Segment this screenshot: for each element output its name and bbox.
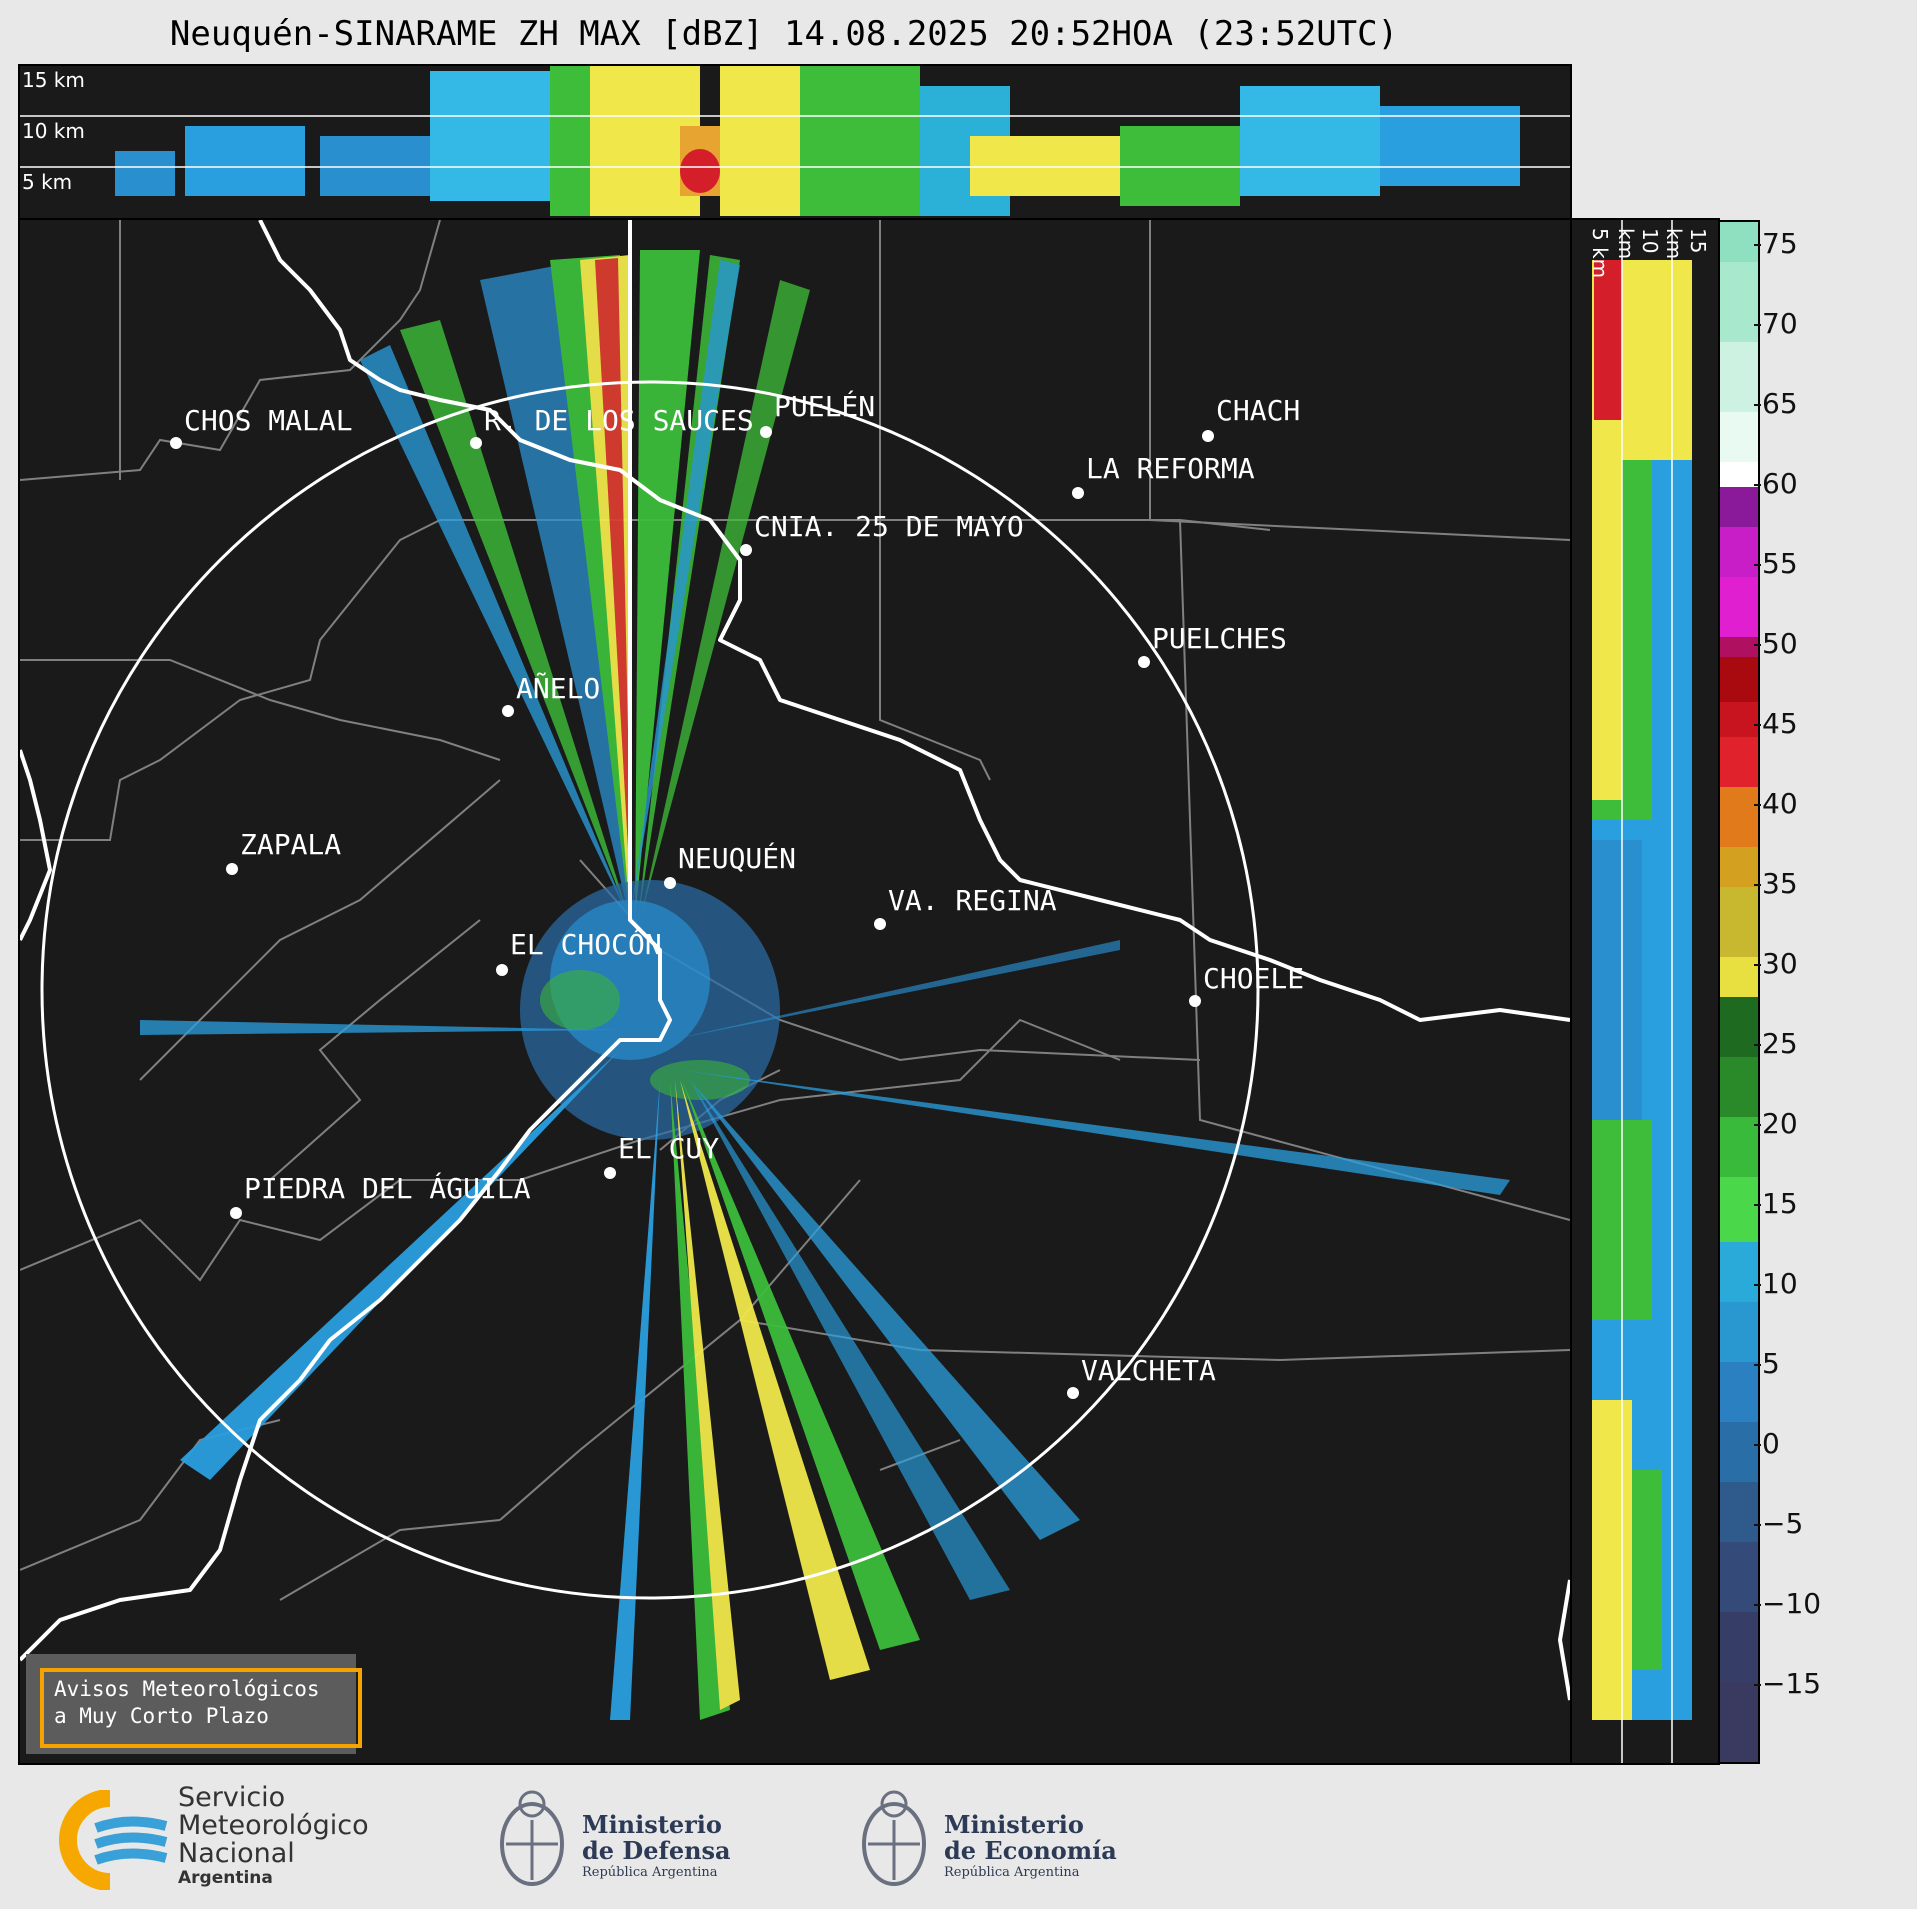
colorbar-tick-70: 70: [1754, 307, 1798, 340]
colorbar-tick-minus10: −10: [1753, 1587, 1822, 1620]
rivers-and-boundaries: [20, 220, 1570, 1701]
city-markers: [170, 426, 1214, 1399]
colorbar-tick-0: 0: [1754, 1427, 1780, 1460]
colorbar-tick-10: 10: [1754, 1267, 1798, 1300]
city-marker-la-reforma: [1072, 487, 1084, 499]
colorbar-tick-20: 20: [1754, 1107, 1798, 1140]
city-label: CHOELE: [1203, 962, 1304, 995]
smn-line-1: Servicio: [178, 1782, 286, 1813]
colorbar: [1718, 220, 1760, 1764]
top-height-profile-panel: 15 km 10 km 5 km: [18, 64, 1572, 220]
city-label: PUELCHES: [1152, 622, 1287, 655]
range-ring: [40, 380, 1260, 1600]
side-profile-echoes: [1592, 260, 1692, 1720]
colorbar-tick-minus15: −15: [1753, 1667, 1822, 1700]
economia-logo-text: Ministerio de Economía República Argenti…: [944, 1812, 1117, 1882]
city-label: AÑELO: [516, 671, 600, 705]
city-marker-r-de-los-sauces: [470, 437, 482, 449]
colorbar-tick-45: 45: [1754, 707, 1798, 740]
radar-map-panel: CHOS MALAL R. DE LOS SAUCES PUELÉN CHACH…: [18, 218, 1572, 1765]
city-marker-valcheta: [1067, 1387, 1079, 1399]
city-marker-el-chocon: [496, 964, 508, 976]
chart-title: Neuquén-SINARAME ZH MAX [dBZ] 14.08.2025…: [169, 14, 1399, 54]
city-label: PUELÉN: [774, 389, 875, 423]
economia-line-2: de Economía: [944, 1836, 1117, 1865]
top-profile-svg: [20, 66, 1570, 216]
city-marker-el-cuy: [604, 1167, 616, 1179]
defensa-line-1: Ministerio: [582, 1810, 722, 1839]
city-labels: CHOS MALAL R. DE LOS SAUCES PUELÉN CHACH…: [184, 389, 1304, 1387]
top-height-label-5km: 5 km: [22, 170, 73, 194]
colorbar-tick-25: 25: [1754, 1027, 1798, 1060]
city-marker-neuquen: [664, 877, 676, 889]
economia-coat-of-arms-icon: [862, 1790, 926, 1886]
city-label: LA REFORMA: [1086, 452, 1255, 485]
city-label: R. DE LOS SAUCES: [484, 404, 754, 437]
side-height-label-15km: 15 km: [1662, 228, 1710, 260]
side-profile-svg: [1592, 220, 1692, 1763]
footer-logos: Servicio Meteorológico Nacional Argentin…: [0, 1768, 1917, 1909]
city-marker-piedra-del-aguila: [230, 1207, 242, 1219]
smn-line-4: Argentina: [178, 1868, 273, 1888]
city-marker-va-regina: [874, 918, 886, 930]
top-profile-echoes: [115, 66, 1520, 216]
warning-box-frame: Avisos Meteorológicos a Muy Corto Plazo: [40, 1668, 362, 1748]
city-marker-chos-malal: [170, 437, 182, 449]
warning-line-2: a Muy Corto Plazo: [54, 1704, 269, 1728]
city-marker-chach: [1202, 430, 1214, 442]
colorbar-tick-minus5: −5: [1753, 1507, 1804, 1540]
smn-logo-icon: [59, 1790, 170, 1890]
smn-line-3: Nacional: [178, 1838, 295, 1869]
defensa-line-2: de Defensa: [582, 1836, 731, 1865]
colorbar-tick-65: 65: [1754, 387, 1798, 420]
city-label: PIEDRA DEL ÁGUILA: [244, 1171, 531, 1205]
top-height-label-15km: 15 km: [22, 68, 85, 92]
city-label: CNIA. 25 DE MAYO: [754, 510, 1024, 543]
city-label: EL CUY: [618, 1132, 719, 1165]
smn-logo-text: Servicio Meteorológico Nacional Argentin…: [178, 1782, 369, 1889]
colorbar-tick-50: 50: [1754, 627, 1798, 660]
colorbar-tick-35: 35: [1754, 867, 1798, 900]
city-marker-cnia-25-de-mayo: [740, 544, 752, 556]
city-label: NEUQUÉN: [678, 841, 796, 875]
defensa-line-3: República Argentina: [582, 1865, 718, 1880]
city-marker-puelches: [1138, 656, 1150, 668]
warning-box: Avisos Meteorológicos a Muy Corto Plazo: [26, 1654, 362, 1754]
city-label: VA. REGINA: [888, 884, 1057, 917]
city-marker-anelo: [502, 705, 514, 717]
colorbar-tick-5: 5: [1754, 1347, 1780, 1380]
city-label: CHOS MALAL: [184, 404, 353, 437]
city-marker-puelen: [760, 426, 772, 438]
warning-line-1: Avisos Meteorológicos: [54, 1677, 320, 1701]
colorbar-tick-40: 40: [1754, 787, 1798, 820]
colorbar-tick-15: 15: [1754, 1187, 1798, 1220]
city-marker-choele: [1189, 995, 1201, 1007]
economia-line-3: República Argentina: [944, 1865, 1080, 1880]
side-height-label-5km: 5 km: [1588, 228, 1612, 279]
defensa-logo-text: Ministerio de Defensa República Argentin…: [582, 1812, 731, 1882]
colorbar-tick-30: 30: [1754, 947, 1798, 980]
city-label: ZAPALA: [240, 828, 341, 861]
defensa-coat-of-arms-icon: [500, 1790, 564, 1886]
radar-echoes: [140, 250, 1510, 1720]
city-label: EL CHOCÓN: [510, 927, 662, 961]
side-height-label-10km: 10 km: [1614, 228, 1662, 260]
radar-map-svg: CHOS MALAL R. DE LOS SAUCES PUELÉN CHACH…: [20, 220, 1570, 1720]
colorbar-tick-60: 60: [1754, 467, 1798, 500]
side-height-profile-panel: 5 km 10 km 15 km: [1570, 218, 1720, 1765]
city-label: VALCHETA: [1081, 1354, 1216, 1387]
colorbar-tick-75: 75: [1754, 227, 1798, 260]
colorbar-tick-55: 55: [1754, 547, 1798, 580]
economia-line-1: Ministerio: [944, 1810, 1084, 1839]
smn-line-2: Meteorológico: [178, 1810, 369, 1841]
city-marker-zapala: [226, 863, 238, 875]
city-label: CHACH: [1216, 394, 1300, 427]
top-height-label-10km: 10 km: [22, 119, 85, 143]
